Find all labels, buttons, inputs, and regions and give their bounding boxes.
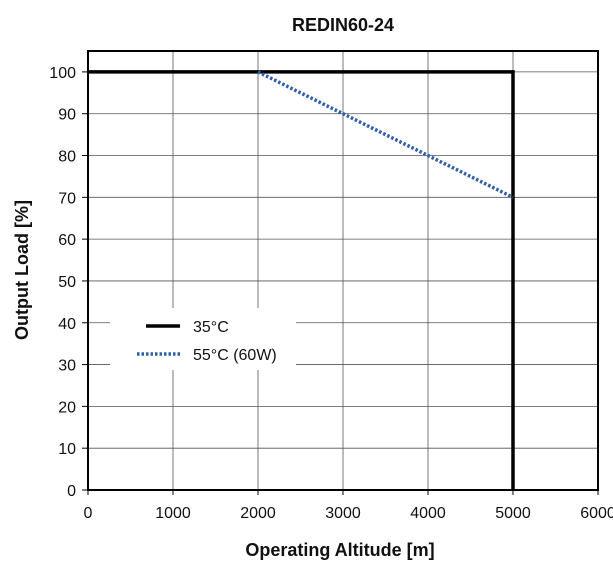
legend-label-55c: 55°C (60W)	[193, 347, 277, 364]
x-tick-label-2000: 2000	[240, 505, 276, 522]
x-tick-label-4000: 4000	[410, 505, 446, 522]
legend-box	[110, 308, 296, 370]
y-tick-label-70: 70	[58, 190, 76, 207]
y-tick-label-20: 20	[58, 399, 76, 416]
y-tick-label-100: 100	[49, 65, 76, 82]
y-tick-labels: 0 10 20 30 40 50 60 70 80 90 100	[49, 65, 88, 500]
y-tick-label-50: 50	[58, 274, 76, 291]
grid-lines	[88, 51, 598, 490]
legend-label-35c: 35°C	[193, 319, 229, 336]
series-lines	[88, 70, 515, 490]
x-tick-label-1000: 1000	[155, 505, 191, 522]
y-axis-title: Output Load [%]	[12, 200, 32, 340]
legend: 35°C 55°C (60W)	[110, 308, 296, 370]
y-tick-label-40: 40	[58, 316, 76, 333]
y-tick-label-0: 0	[67, 483, 76, 500]
x-tick-label-3000: 3000	[325, 505, 361, 522]
series-line-35c	[88, 70, 515, 490]
plot-frame	[87, 50, 599, 491]
x-tick-labels: 0 1000 2000 3000 4000 5000 6000	[84, 490, 613, 522]
y-tick-label-80: 80	[58, 149, 76, 166]
series-line-55c-60w	[257, 70, 514, 199]
x-axis-title: Operating Altitude [m]	[245, 540, 434, 560]
y-tick-label-60: 60	[58, 232, 76, 249]
chart-title: REDIN60-24	[292, 15, 394, 35]
y-tick-label-30: 30	[58, 358, 76, 375]
x-tick-label-6000: 6000	[580, 505, 613, 522]
x-tick-label-0: 0	[84, 505, 93, 522]
y-tick-label-90: 90	[58, 107, 76, 124]
x-tick-label-5000: 5000	[495, 505, 531, 522]
y-tick-label-10: 10	[58, 441, 76, 458]
